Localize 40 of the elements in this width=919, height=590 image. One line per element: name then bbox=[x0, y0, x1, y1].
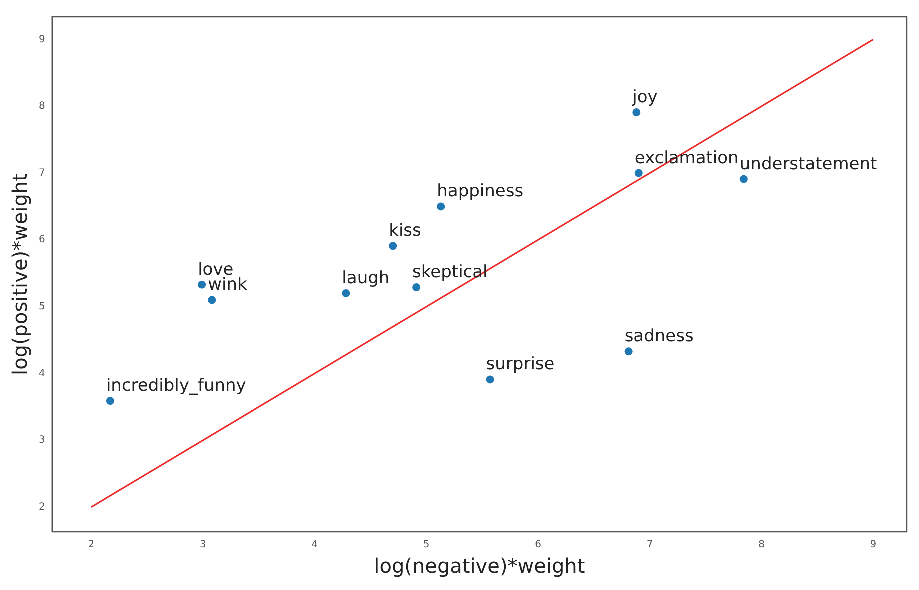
x-axis-title: log(negative)*weight bbox=[374, 554, 586, 578]
annotation: joy bbox=[632, 88, 658, 108]
point bbox=[634, 169, 643, 178]
x-tick-label: 2 bbox=[88, 540, 95, 551]
annotation: understatement bbox=[740, 154, 878, 174]
point bbox=[486, 376, 494, 384]
y-tick-label: 9 bbox=[38, 34, 46, 46]
x-tick-label: 3 bbox=[200, 540, 206, 551]
annotation: surprise bbox=[486, 354, 555, 375]
point bbox=[437, 202, 446, 211]
y-tick-label: 5 bbox=[38, 301, 46, 312]
x-tick-label: 5 bbox=[423, 540, 430, 551]
y-tick-label: 7 bbox=[38, 168, 46, 179]
y-tick-label: 4 bbox=[38, 368, 46, 380]
point bbox=[740, 175, 748, 184]
y-tick-label: 8 bbox=[38, 101, 46, 112]
annotation: kiss bbox=[389, 221, 422, 242]
annotation: laugh bbox=[342, 268, 390, 289]
point bbox=[106, 397, 114, 406]
x-tick-label: 4 bbox=[312, 540, 318, 551]
annotation: happiness bbox=[437, 182, 524, 202]
point bbox=[342, 290, 350, 298]
point bbox=[632, 108, 641, 117]
y-tick-label: 2 bbox=[38, 502, 46, 513]
x-tick-label: 8 bbox=[758, 540, 765, 551]
annotation: sadness bbox=[624, 326, 694, 347]
y-tick-label: 3 bbox=[38, 435, 46, 446]
x-tick-label: 6 bbox=[535, 540, 542, 551]
point bbox=[198, 280, 206, 289]
y-tick-label: 6 bbox=[38, 234, 46, 246]
y-axis-title: log(positive)*weight bbox=[8, 173, 32, 376]
x-tick-label: 7 bbox=[646, 540, 654, 551]
point bbox=[412, 284, 421, 292]
point bbox=[389, 242, 398, 250]
annotation: wink bbox=[208, 275, 248, 296]
annotation: skeptical bbox=[412, 262, 488, 283]
annotation: incredibly_funny bbox=[106, 376, 246, 396]
point bbox=[208, 296, 216, 304]
point bbox=[624, 348, 633, 356]
x-tick-label: 9 bbox=[870, 540, 877, 551]
